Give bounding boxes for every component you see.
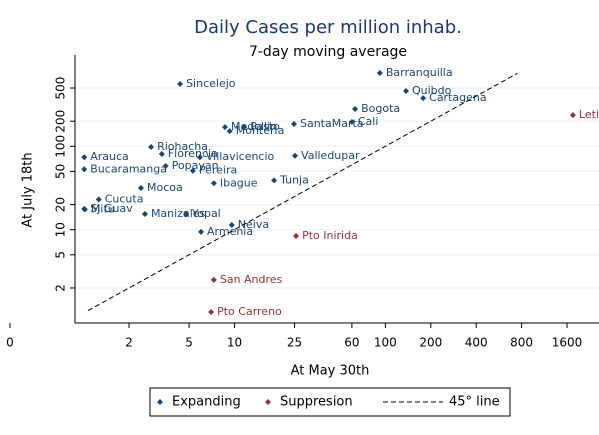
point-label: Pasto xyxy=(250,120,280,133)
point-label: Pereira xyxy=(199,164,237,177)
x-tick-label: 5 xyxy=(185,336,193,350)
point xyxy=(208,308,215,315)
point xyxy=(293,233,300,240)
legend-label: 45° line xyxy=(449,395,500,410)
point-label: Mocoa xyxy=(147,181,183,194)
point xyxy=(210,180,217,187)
point xyxy=(221,124,228,131)
legend-label: Expanding xyxy=(172,395,241,410)
point xyxy=(177,81,184,88)
point xyxy=(569,112,576,119)
point xyxy=(95,196,102,203)
point xyxy=(198,228,205,235)
point xyxy=(182,211,189,218)
point-label: Neiva xyxy=(238,218,269,231)
x-tick-label: 1600 xyxy=(552,336,583,350)
point xyxy=(271,177,278,184)
point-label: Sincelejo xyxy=(186,77,236,90)
point xyxy=(196,154,203,161)
point xyxy=(241,124,248,131)
point-label: Bogota xyxy=(361,102,400,115)
point-label: Riohacha xyxy=(157,140,208,153)
point xyxy=(210,276,217,283)
point xyxy=(226,128,233,135)
point xyxy=(402,88,409,95)
x-tick-label: 100 xyxy=(374,336,397,350)
point xyxy=(376,70,383,77)
y-axis-label: At July 18th xyxy=(21,152,36,227)
chart-title: Daily Cases per million inhab. xyxy=(194,17,462,38)
point-label: Ibague xyxy=(220,176,258,189)
point-label: Florencia xyxy=(168,147,218,160)
point-label: Mitu xyxy=(91,202,115,215)
point xyxy=(162,163,169,170)
point-label: Cucuta xyxy=(105,193,144,206)
y-tick-label: 20 xyxy=(54,197,68,212)
reference-line xyxy=(87,72,518,312)
y-tick-label: 200 xyxy=(54,110,68,133)
point-label: Arauca xyxy=(90,150,129,163)
point xyxy=(420,95,427,102)
y-tick-label: 500 xyxy=(54,77,68,100)
x-tick-label: 200 xyxy=(419,336,442,350)
legend-marker xyxy=(265,399,271,405)
y-tick-label: 50 xyxy=(54,164,68,179)
point-label: Medellin xyxy=(231,120,277,133)
point xyxy=(81,206,88,213)
x-tick-label: 0 xyxy=(6,336,14,350)
x-tick-label: 25 xyxy=(287,336,302,350)
y-tick-label: 5 xyxy=(54,251,68,259)
y-tick-label: 10 xyxy=(54,222,68,237)
point xyxy=(228,221,235,228)
point-label: Monteria xyxy=(236,124,285,137)
x-tick-label: 10 xyxy=(227,336,242,350)
point xyxy=(352,106,359,113)
legend-box xyxy=(149,387,511,417)
point xyxy=(189,167,196,174)
point-label: Pto Inirida xyxy=(302,229,358,242)
point-label: Cali xyxy=(358,115,379,128)
point-label: Tunja xyxy=(279,173,309,186)
x-tick-label: 60 xyxy=(344,336,359,350)
point xyxy=(141,211,148,218)
point-label: Armenia xyxy=(207,225,253,238)
point-label: Pto Carreno xyxy=(217,305,282,318)
point-label: Quibdo xyxy=(412,84,452,97)
point xyxy=(81,154,88,161)
point xyxy=(348,118,355,125)
point-label: Valledupar xyxy=(301,149,360,162)
point-label: Manizales xyxy=(151,207,206,220)
point xyxy=(81,166,88,173)
x-tick-label: 2 xyxy=(125,336,133,350)
point xyxy=(158,150,165,157)
x-tick-label: 800 xyxy=(510,336,533,350)
x-axis-label: At May 30th xyxy=(291,364,370,379)
point-label: Leticia xyxy=(579,108,599,121)
point-label: Cartagena xyxy=(429,91,486,104)
point xyxy=(290,121,297,128)
legend-label: Suppresion xyxy=(280,395,353,410)
point-label: Barranquilla xyxy=(386,66,453,79)
legend-marker xyxy=(157,399,163,405)
point xyxy=(148,144,155,151)
x-tick-label: 400 xyxy=(465,336,488,350)
y-tick-label: 2 xyxy=(54,284,68,292)
point-label: San Andres xyxy=(220,273,283,286)
point-label: Yopal xyxy=(191,207,221,220)
y-tick-label: 100 xyxy=(54,135,68,158)
point-label: Villavicencio xyxy=(206,150,275,163)
point xyxy=(137,185,144,192)
point xyxy=(292,152,299,159)
point-label: Bucaramanga xyxy=(90,162,167,175)
point-label: SJ Guav xyxy=(90,202,133,215)
point-label: Popayan xyxy=(172,159,219,172)
point-label: SantaMarta xyxy=(300,117,364,130)
chart-subtitle: 7-day moving average xyxy=(249,44,407,60)
